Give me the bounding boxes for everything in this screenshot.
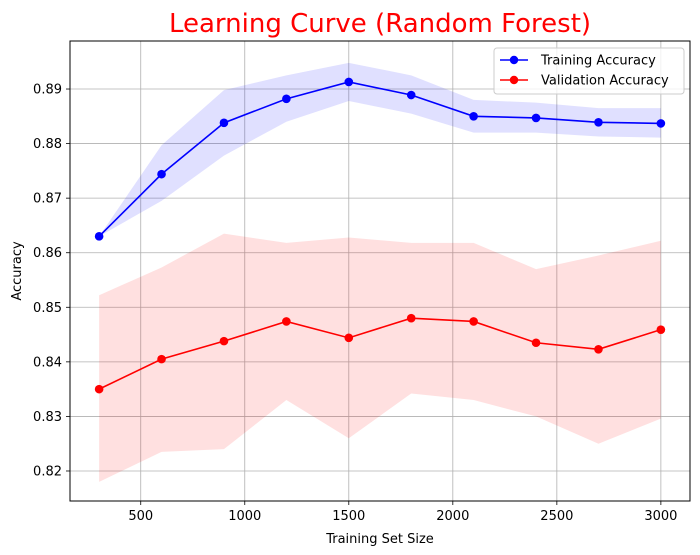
validation-data-point <box>157 354 166 364</box>
legend-marker-validation <box>509 75 519 85</box>
training-data-point <box>282 94 291 104</box>
series-lines <box>98 81 662 390</box>
chart-title: Learning Curve (Random Forest) <box>169 9 591 39</box>
legend: Training Accuracy Validation Accuracy <box>493 47 685 95</box>
y-tick-label: 0.88 <box>33 137 62 152</box>
training-data-point <box>344 77 354 87</box>
validation-data-point <box>656 325 666 334</box>
legend-marker-training <box>509 55 519 65</box>
plot-frame <box>69 40 691 502</box>
x-tick-label: 1000 <box>228 509 261 524</box>
x-axis-ticks: 500 1000 1500 2000 2500 3000 <box>128 501 677 524</box>
validation-data-point <box>469 317 478 326</box>
y-tick-label: 0.83 <box>33 410 62 425</box>
validation-data-point <box>594 345 603 354</box>
validation-data-point <box>282 317 291 326</box>
training-data-point <box>531 113 541 123</box>
x-axis-title: Training Set Size <box>325 532 434 547</box>
y-tick-label: 0.87 <box>33 192 62 207</box>
validation-series-line <box>98 317 662 390</box>
y-tick-label: 0.85 <box>33 301 62 316</box>
training-data-point <box>406 90 416 100</box>
y-tick-label: 0.82 <box>33 464 62 479</box>
series-markers <box>94 77 666 394</box>
training-data-point <box>594 118 603 127</box>
legend-label-validation: Validation Accuracy <box>541 74 669 89</box>
training-series-line <box>98 81 661 237</box>
x-tick-label: 500 <box>128 509 153 524</box>
validation-data-point <box>531 338 541 348</box>
training-data-point <box>94 232 104 241</box>
validation-data-point <box>94 384 104 394</box>
x-tick-label: 1500 <box>332 509 365 524</box>
x-tick-label: 3000 <box>644 509 677 524</box>
y-tick-label: 0.86 <box>33 246 62 261</box>
validation-data-point <box>406 313 416 323</box>
x-tick-label: 2500 <box>540 509 573 524</box>
training-data-point <box>656 119 666 128</box>
training-data-point <box>469 112 478 121</box>
validation-data-point <box>219 336 229 346</box>
legend-label-training: Training Accuracy <box>540 54 656 69</box>
training-data-point <box>219 118 229 128</box>
confidence-bands <box>99 62 661 482</box>
legend-box <box>493 47 685 95</box>
y-tick-label: 0.84 <box>33 355 62 370</box>
y-axis-ticks: 0.82 0.83 0.84 0.85 0.86 0.87 0.88 0.89 <box>33 83 70 479</box>
x-tick-label: 2000 <box>436 509 469 524</box>
y-tick-label: 0.89 <box>33 83 62 98</box>
validation-confidence-band <box>99 233 661 482</box>
y-axis-title: Accuracy <box>10 241 25 301</box>
training-confidence-band <box>99 62 661 237</box>
validation-data-point <box>344 333 354 343</box>
training-data-point <box>157 169 166 179</box>
